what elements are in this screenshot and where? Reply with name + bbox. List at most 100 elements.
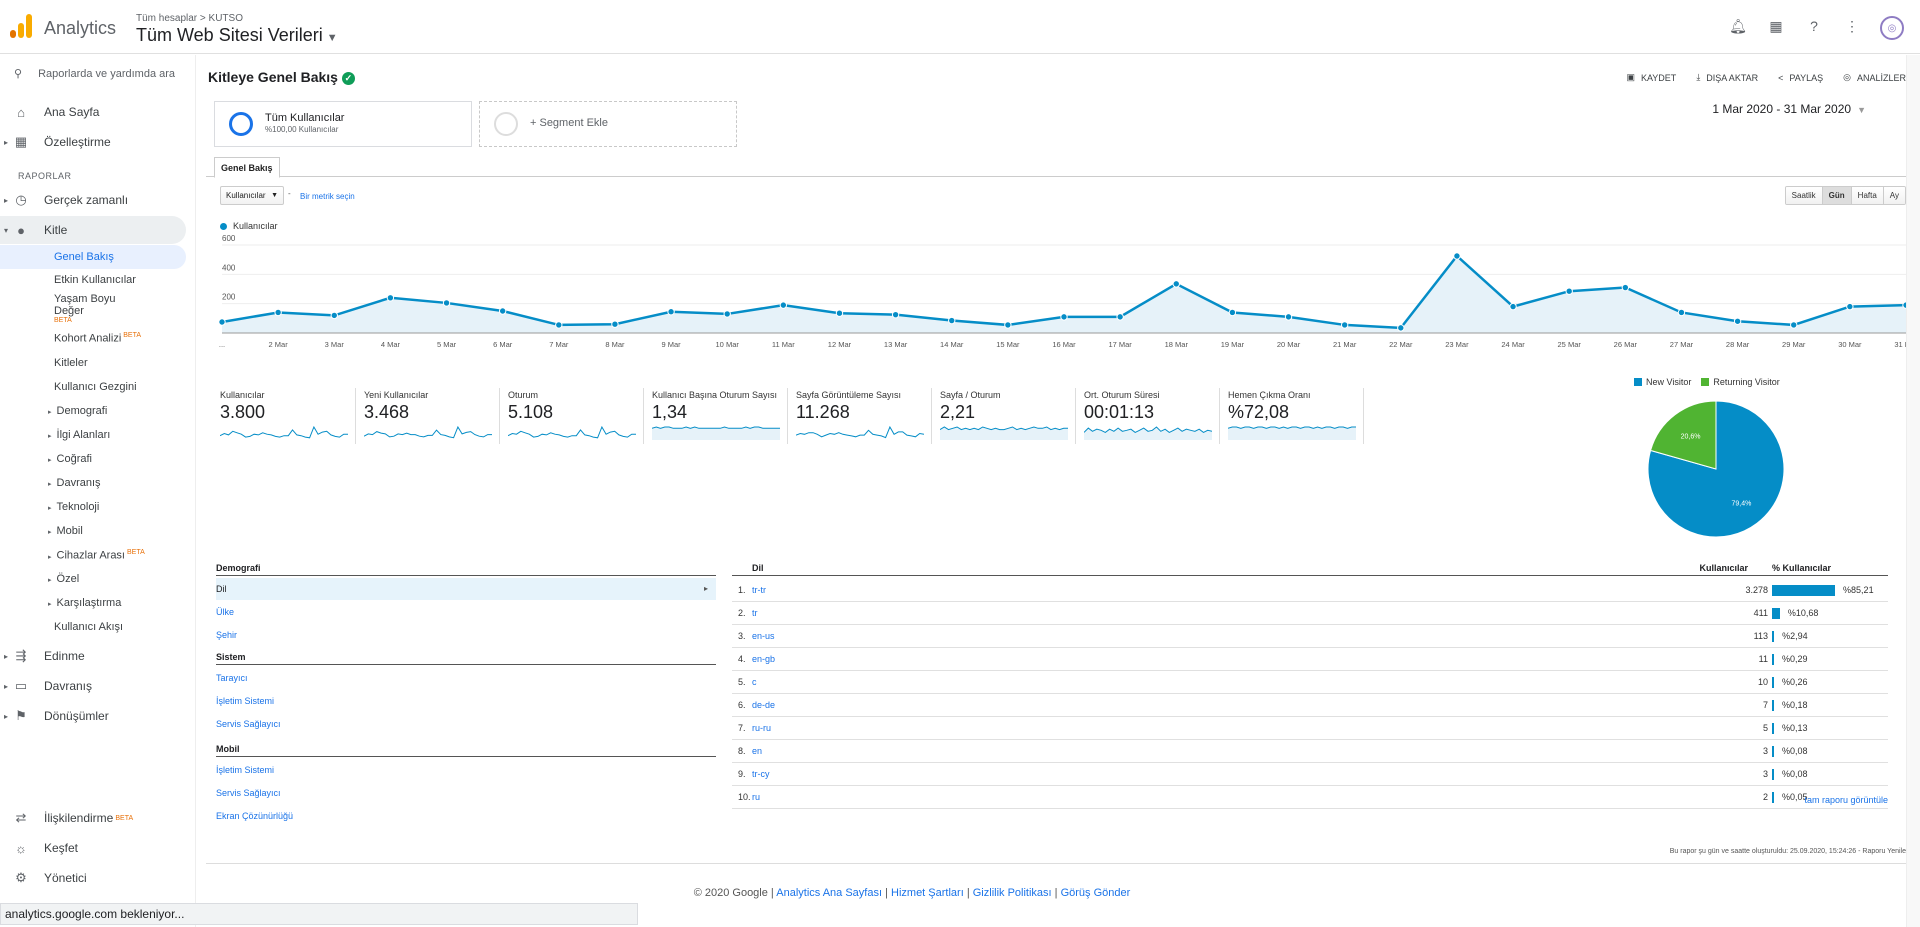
save-button[interactable]: ▣ KAYDET bbox=[1626, 72, 1677, 83]
data-point[interactable] bbox=[779, 301, 788, 309]
data-point[interactable] bbox=[1340, 321, 1349, 329]
nav-conversions[interactable]: ▸ ⚑ Dönüşümler bbox=[0, 702, 186, 730]
apps-grid-icon[interactable]: ▦ bbox=[1769, 17, 1783, 34]
share-button[interactable]: < PAYLAŞ bbox=[1778, 72, 1824, 83]
nav-custom[interactable]: ▸ Özel bbox=[48, 573, 80, 585]
data-point[interactable] bbox=[1397, 324, 1405, 332]
data-point[interactable] bbox=[1677, 308, 1686, 317]
data-point[interactable] bbox=[1509, 302, 1517, 311]
more-vert-icon[interactable]: ⋮ bbox=[1845, 17, 1859, 34]
data-point[interactable] bbox=[1284, 313, 1293, 321]
nav-geo[interactable]: ▸ Coğrafi bbox=[48, 453, 92, 465]
date-range-picker[interactable]: 1 Mar 2020 - 31 Mar 2020 ▼ bbox=[1712, 102, 1866, 116]
nav-realtime[interactable]: ▸ ◷ Gerçek zamanlı bbox=[0, 186, 186, 214]
tab-overview[interactable]: Genel Bakış bbox=[214, 157, 280, 178]
nav-audiences[interactable]: Kitleler bbox=[54, 357, 88, 369]
system-item-os[interactable]: İşletim Sistemi bbox=[216, 696, 275, 706]
row-language-link[interactable]: en-us bbox=[752, 631, 775, 641]
granularity-day[interactable]: Gün bbox=[1821, 187, 1851, 204]
data-point[interactable] bbox=[1172, 280, 1180, 288]
footer-link-analytics-home[interactable]: Analytics Ana Sayfası bbox=[776, 887, 883, 899]
nav-behavior[interactable]: ▸ ▭ Davranış bbox=[0, 672, 186, 700]
nav-demographics[interactable]: ▸ Demografi bbox=[48, 405, 108, 417]
search-input[interactable]: Raporlarda ve yardımda ara bbox=[38, 67, 176, 80]
view-selector[interactable]: Tüm Web Sitesi Verileri ▼ bbox=[136, 25, 338, 46]
row-language-link[interactable]: ru bbox=[752, 792, 761, 802]
avatar[interactable]: ◎ bbox=[1880, 16, 1904, 40]
data-point[interactable] bbox=[611, 320, 619, 328]
data-point[interactable] bbox=[1846, 302, 1854, 311]
row-language-link[interactable]: tr-tr bbox=[752, 585, 766, 595]
data-point[interactable] bbox=[1228, 308, 1237, 317]
select-metric-link[interactable]: Bir metrik seçin bbox=[300, 192, 355, 201]
mobile-item-os[interactable]: İşletim Sistemi bbox=[216, 765, 275, 775]
data-point[interactable] bbox=[1004, 321, 1012, 329]
nav-lifetime-value[interactable]: Yaşam Boyu Değer BETA bbox=[54, 293, 116, 324]
data-point[interactable] bbox=[498, 307, 507, 315]
nav-attribution[interactable]: ⇄ İlişkilendirme BETA bbox=[0, 804, 186, 832]
data-point[interactable] bbox=[442, 299, 451, 307]
footer-link-terms[interactable]: Hizmet Şartları bbox=[891, 887, 964, 899]
scrollbar[interactable] bbox=[1906, 55, 1920, 927]
data-point[interactable] bbox=[1902, 301, 1906, 309]
scorecard[interactable]: Sayfa / Oturum 2,21 bbox=[934, 388, 1076, 444]
nav-home[interactable]: ⌂ Ana Sayfa bbox=[0, 98, 186, 126]
data-point[interactable] bbox=[948, 316, 956, 325]
mobile-item-isp[interactable]: Servis Sağlayıcı bbox=[216, 788, 281, 798]
data-point[interactable] bbox=[555, 321, 563, 329]
demo-item-country[interactable]: Ülke bbox=[216, 607, 235, 617]
nav-audience-behavior[interactable]: ▸ Davranış bbox=[48, 477, 101, 489]
data-point[interactable] bbox=[386, 294, 395, 302]
nav-admin[interactable]: ⚙ Yönetici bbox=[0, 864, 186, 892]
mobile-item-resolution[interactable]: Ekran Çözünürlüğü bbox=[216, 811, 294, 821]
data-point[interactable] bbox=[1060, 313, 1068, 321]
export-button[interactable]: ⤓ DIŞA AKTAR bbox=[1696, 72, 1759, 83]
sidebar-search[interactable]: ⚲ Raporlarda ve yardımda ara bbox=[14, 67, 176, 81]
insights-button[interactable]: ◎ ANALİZLER bbox=[1843, 72, 1906, 83]
granularity-month[interactable]: Ay bbox=[1882, 187, 1905, 204]
pie-slice[interactable] bbox=[1649, 400, 1717, 470]
nav-user-flow[interactable]: Kullanıcı Akışı bbox=[54, 621, 124, 633]
data-point[interactable] bbox=[891, 310, 900, 319]
nav-discover[interactable]: ☼ Keşfet bbox=[0, 834, 186, 862]
app-name[interactable]: Analytics bbox=[44, 18, 117, 38]
scorecard[interactable]: Yeni Kullanıcılar 3.468 bbox=[358, 388, 500, 444]
data-point[interactable] bbox=[330, 311, 338, 320]
analytics-logo-icon[interactable] bbox=[10, 14, 32, 38]
scorecard[interactable]: Kullanıcılar 3.800 bbox=[214, 388, 356, 444]
nav-audience-overview[interactable]: Genel Bakış bbox=[0, 245, 186, 269]
scorecard[interactable]: Kullanıcı Başına Oturum Sayısı 1,34 bbox=[646, 388, 788, 444]
nav-mobile[interactable]: ▸ Mobil bbox=[48, 525, 83, 537]
data-point[interactable] bbox=[1565, 287, 1573, 295]
row-language-link[interactable]: en-gb bbox=[752, 654, 776, 664]
data-point[interactable] bbox=[667, 308, 675, 316]
scorecard[interactable]: Ort. Oturum Süresi 00:01:13 bbox=[1078, 388, 1220, 444]
row-language-link[interactable]: ru-ru bbox=[752, 723, 772, 733]
data-point[interactable] bbox=[835, 309, 844, 317]
demo-item-language[interactable]: Dil ▸ bbox=[216, 578, 716, 600]
add-segment-button[interactable]: + Segment Ekle bbox=[479, 101, 737, 147]
row-language-link[interactable]: tr bbox=[752, 608, 758, 618]
system-item-browser[interactable]: Tarayıcı bbox=[216, 673, 248, 683]
segment-all-users[interactable]: Tüm Kullanıcılar %100,00 Kullanıcılar bbox=[214, 101, 472, 147]
nav-user-explorer[interactable]: Kullanıcı Gezgini bbox=[54, 381, 137, 393]
help-icon[interactable]: ? bbox=[1810, 18, 1818, 34]
nav-interests[interactable]: ▸ İlgi Alanları bbox=[48, 429, 111, 441]
granularity-hourly[interactable]: Saatlik bbox=[1785, 187, 1822, 204]
granularity-week[interactable]: Hafta bbox=[1850, 187, 1883, 204]
data-point[interactable] bbox=[1790, 321, 1798, 329]
demo-item-city[interactable]: Şehir bbox=[216, 630, 238, 640]
footer-link-feedback[interactable]: Görüş Gönder bbox=[1060, 887, 1131, 899]
metric-select[interactable]: Kullanıcılar ▼ bbox=[220, 186, 284, 205]
full-report-link[interactable]: tam raporu görüntüle bbox=[1804, 795, 1888, 805]
data-point[interactable] bbox=[1116, 313, 1124, 321]
footer-link-privacy[interactable]: Gizlilik Politikası bbox=[972, 887, 1052, 899]
nav-benchmarking[interactable]: ▸ Karşılaştırma bbox=[48, 597, 122, 609]
nav-acquisition[interactable]: ▸ ⇶ Edinme bbox=[0, 642, 186, 670]
system-item-isp[interactable]: Servis Sağlayıcı bbox=[216, 719, 281, 729]
data-point[interactable] bbox=[1733, 317, 1742, 325]
data-point[interactable] bbox=[274, 308, 282, 317]
pie-slice[interactable] bbox=[1647, 400, 1785, 538]
row-language-link[interactable]: tr-cy bbox=[752, 769, 770, 779]
data-point[interactable] bbox=[218, 318, 226, 326]
